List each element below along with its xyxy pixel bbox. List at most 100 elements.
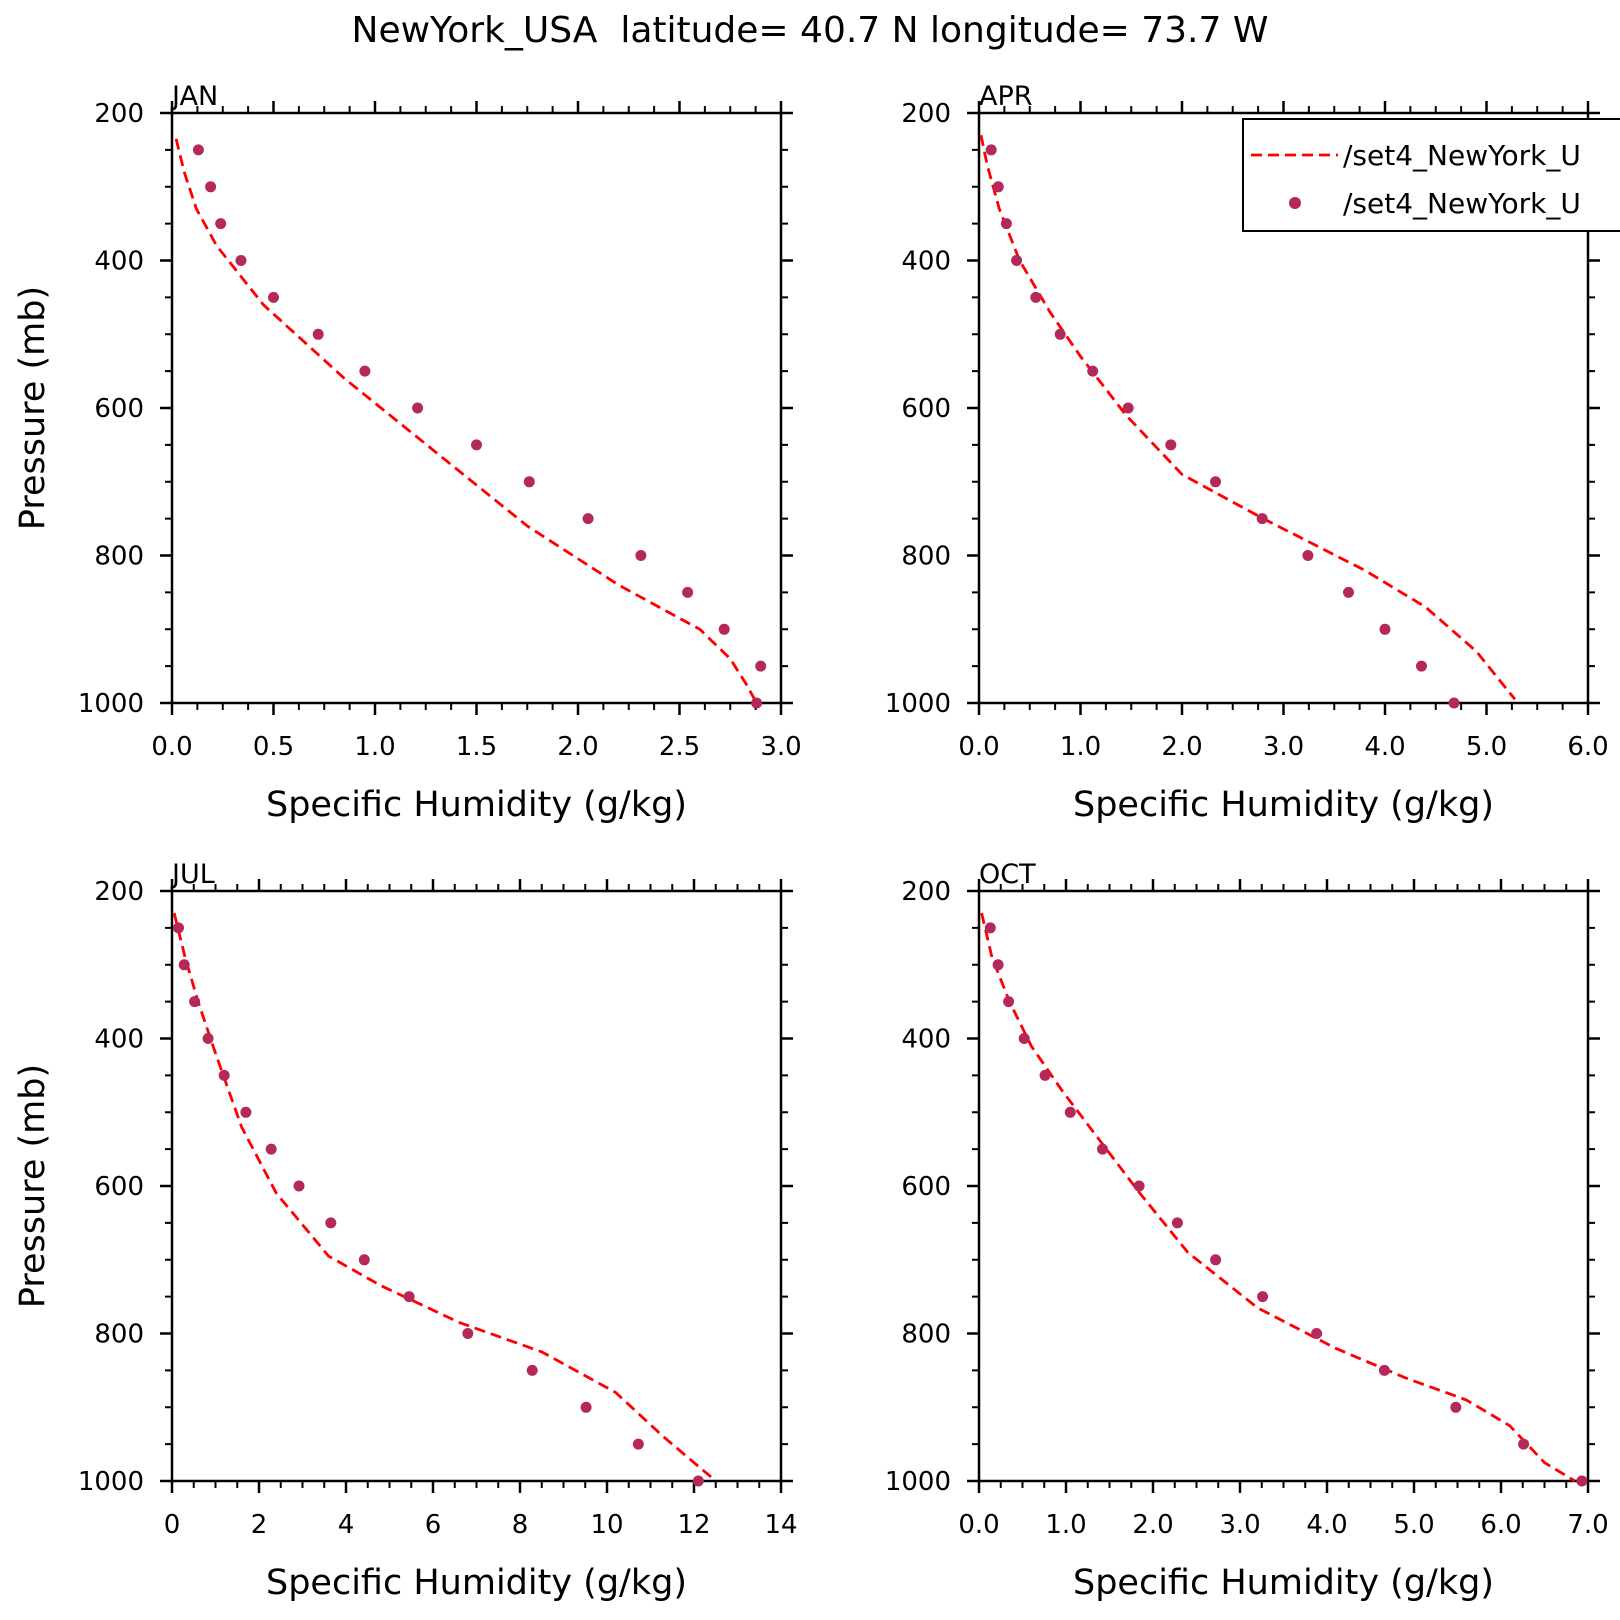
chart-jul-obs-point: [173, 922, 184, 934]
chart-apr-title: APR: [979, 81, 1033, 112]
chart-jan-frame: [170, 111, 783, 705]
chart-jul-obs-point: [632, 1438, 644, 1450]
chart-apr-obs-point: [1000, 218, 1012, 230]
chart-jul-obs-point: [265, 1143, 277, 1155]
chart-oct-obs-point: [1450, 1401, 1462, 1413]
chart-jul-ytick-label: 400: [94, 1025, 144, 1055]
chart-jan-panel: JAN 0.0 0.5 1.0 1.5 2.0 2.5 3.0 200 400 600 800 1000…: [13, 81, 802, 825]
chart-jul-obs-point: [526, 1364, 538, 1376]
chart-apr-xtick-label: 4.0: [1364, 732, 1405, 762]
chart-apr-obs-point: [1256, 513, 1268, 525]
figure-title: NewYork_USA latitude= 40.7 N longitude= …: [352, 10, 1269, 51]
chart-apr-obs-point: [1030, 291, 1042, 303]
chart-jan-obs-point: [682, 586, 694, 598]
chart-apr-ytick-label: 1000: [885, 689, 951, 719]
legend: /set4_NewYork_U/set4_NewYork_U: [1242, 118, 1620, 232]
chart-oct-obs-point: [1576, 1475, 1588, 1487]
chart-apr-ytick-label: 200: [901, 99, 951, 129]
chart-jul-obs-point: [462, 1328, 474, 1339]
chart-jan-obs-point: [471, 439, 482, 451]
chart-oct-obs-point: [1518, 1438, 1530, 1450]
chart-apr-ytick-label: 600: [901, 394, 951, 424]
chart-apr-xtick-label: 5.0: [1466, 732, 1507, 762]
legend-dot-sample: [1289, 197, 1301, 209]
chart-jul-xlabel: Specific Humidity (g/kg): [266, 1563, 687, 1603]
chart-oct-obs-point: [1003, 996, 1015, 1008]
chart-oct-xtick-label: 4.0: [1306, 1510, 1347, 1540]
chart-jan-title: JAN: [170, 81, 218, 112]
legend-entry-label: /set4_NewYork_U: [1343, 187, 1581, 220]
chart-jan-xtick-label: 1.0: [354, 732, 395, 762]
chart-jan-obs-point: [215, 218, 227, 230]
chart-jul-xtick-label: 14: [764, 1510, 797, 1540]
chart-oct-xtick-label: 1.0: [1045, 1510, 1086, 1540]
chart-jan-model-line: [174, 138, 758, 704]
chart-oct-obs-point: [992, 959, 1004, 971]
chart-jan-obs-point: [635, 550, 647, 561]
chart-apr-obs-point: [1122, 402, 1134, 414]
chart-jul-model-line: [172, 912, 713, 1479]
chart-jan-ylabel: Pressure (mb): [13, 286, 53, 530]
chart-jul-xtick-label: 2: [251, 1510, 268, 1540]
chart-jan-ytick-label: 400: [94, 247, 144, 277]
chart-jul-obs-point: [580, 1401, 592, 1413]
chart-oct-xtick-label: 7.0: [1567, 1510, 1608, 1540]
chart-jul-title: JUL: [170, 859, 215, 890]
chart-apr-obs-point: [1210, 476, 1221, 488]
chart-oct-obs-point: [984, 922, 996, 934]
chart-oct-obs-point: [1018, 1033, 1030, 1044]
chart-apr-obs-point: [992, 181, 1004, 193]
chart-jul-panel: JUL 0 2 4 6 8 10 12 14 200 400 600 800 1000 Specific H…: [13, 859, 798, 1603]
chart-apr-xlabel: Specific Humidity (g/kg): [1073, 785, 1494, 825]
chart-apr-obs-point: [1011, 255, 1023, 266]
chart-jan-obs-point: [412, 402, 424, 414]
chart-apr-model-line: [979, 134, 1516, 701]
chart-oct-xtick-label: 6.0: [1480, 1510, 1521, 1540]
chart-jul-xtick-label: 12: [677, 1510, 710, 1540]
chart-jul-ytick-label: 1000: [78, 1467, 144, 1497]
chart-oct-xtick-label: 5.0: [1393, 1510, 1434, 1540]
chart-oct-obs-point: [1171, 1217, 1183, 1229]
chart-jul-obs-point: [178, 959, 190, 971]
chart-apr-obs-point: [1165, 439, 1177, 451]
chart-jan-obs-point: [751, 697, 763, 709]
chart-jan-obs-point: [192, 144, 204, 156]
chart-jul-ytick-label: 600: [94, 1172, 144, 1202]
chart-apr-panel: APR 0.0 1.0 2.0 3.0 4.0 5.0 6.0 200 400 600 800 1000…: [885, 81, 1620, 825]
chart-oct-obs-point: [1311, 1328, 1323, 1339]
chart-apr-obs-point: [1416, 660, 1427, 672]
chart-oct-obs-point: [1210, 1254, 1222, 1266]
chart-jul-obs-point: [189, 996, 201, 1008]
chart-jul-xtick-label: 4: [338, 1510, 355, 1540]
chart-oct-obs-point: [1097, 1143, 1108, 1155]
chart-jul-obs-point: [692, 1475, 704, 1487]
chart-jul-obs-point: [240, 1106, 252, 1118]
chart-jan-ytick-label: 600: [94, 394, 144, 424]
chart-jan-obs-point: [755, 660, 767, 672]
chart-jul-xtick-label: 8: [512, 1510, 529, 1540]
chart-oct-obs-point: [1039, 1069, 1051, 1081]
legend-box: [1242, 118, 1620, 232]
chart-oct-ytick-label: 1000: [885, 1467, 951, 1497]
chart-jul-obs-point: [325, 1217, 337, 1229]
chart-jan-xtick-label: 0.5: [253, 732, 294, 762]
chart-apr-xtick-label: 6.0: [1567, 732, 1608, 762]
chart-oct-obs-point: [1378, 1364, 1390, 1376]
chart-jan-obs-point: [312, 328, 324, 340]
chart-jul-ytick-label: 800: [94, 1320, 144, 1350]
chart-apr-obs-point: [1343, 586, 1354, 598]
chart-oct-obs-point: [1133, 1180, 1145, 1192]
chart-apr-obs-point: [1448, 697, 1460, 709]
chart-oct-panel: OCT 0.0 1.0 2.0 3.0 4.0 5.0 6.0 7.0 200 400 600 800 1…: [885, 859, 1609, 1603]
chart-apr-obs-point: [1054, 328, 1066, 340]
chart-jan-xtick-label: 2.0: [557, 732, 598, 762]
chart-oct-title: OCT: [979, 859, 1036, 890]
chart-jan-xtick-label: 1.5: [456, 732, 497, 762]
chart-jan-ytick-label: 200: [94, 99, 144, 129]
chart-jul-obs-point: [403, 1291, 415, 1303]
chart-jul-ytick-label: 200: [94, 877, 144, 907]
chart-jan-obs-point: [205, 181, 217, 193]
chart-jan-xlabel: Specific Humidity (g/kg): [266, 785, 687, 825]
chart-jan-obs-point: [359, 365, 371, 377]
